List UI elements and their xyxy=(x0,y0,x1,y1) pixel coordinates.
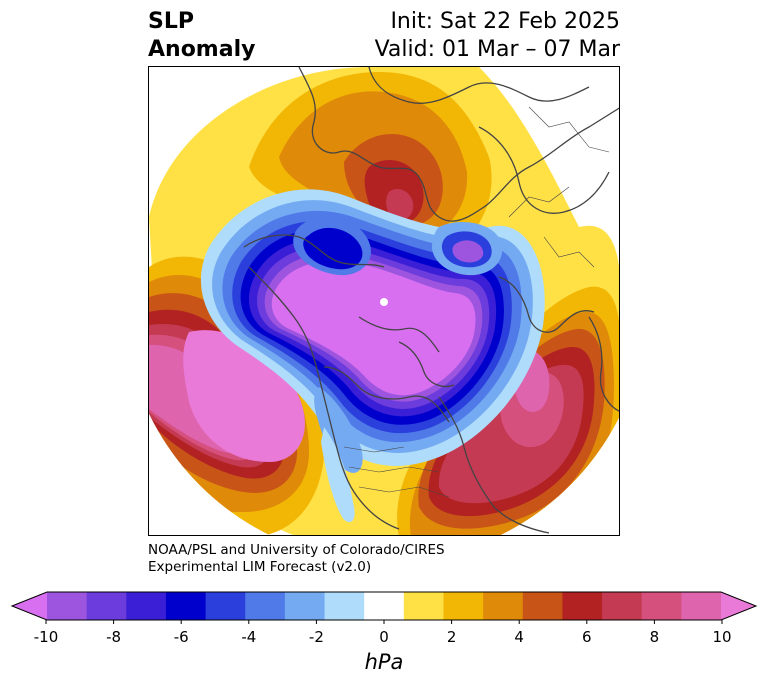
colorbar-segment xyxy=(47,592,88,620)
credit-line-1: NOAA/PSL and University of Colorado/CIRE… xyxy=(148,542,445,558)
init-date: Init: Sat 22 Feb 2025 xyxy=(390,9,620,34)
colorbar xyxy=(10,591,758,624)
colorbar-segment xyxy=(364,592,405,620)
title-line-2: Anomaly xyxy=(148,37,256,62)
plot-title: SLP Anomaly xyxy=(148,8,255,64)
map-panel xyxy=(148,66,620,536)
colorbar-tick-label: 10 xyxy=(712,628,732,646)
colorbar-tick-label: -6 xyxy=(173,628,189,646)
colorbar-segment xyxy=(681,592,722,620)
coastline-overlay xyxy=(243,67,619,534)
colorbar-segment xyxy=(403,592,444,620)
credit-line-2: Experimental LIM Forecast (v2.0) xyxy=(148,559,372,575)
colorbar-tick-label: -2 xyxy=(308,628,324,646)
valid-period: Valid: 01 Mar – 07 Mar xyxy=(374,37,620,62)
colorbar-tick-label: -10 xyxy=(33,628,59,646)
colorbar-tick-label: 2 xyxy=(446,628,457,646)
colorbar-segment xyxy=(443,592,484,620)
colorbar-outline xyxy=(10,591,758,621)
colorbar-segment xyxy=(284,592,326,620)
colorbar-units: hPa xyxy=(364,650,404,674)
north-pole-marker xyxy=(380,298,388,306)
colorbar-tick-label: 6 xyxy=(582,628,592,646)
colorbar-extend-min xyxy=(12,592,47,620)
slp-anomaly-map xyxy=(149,67,619,535)
colorbar-tick-label: -8 xyxy=(106,628,122,646)
colorbar-segment xyxy=(602,592,643,620)
colorbar-segment xyxy=(641,592,682,620)
forecast-dates: Init: Sat 22 Feb 2025 Valid: 01 Mar – 07… xyxy=(375,8,620,64)
colorbar-segment xyxy=(86,592,127,620)
title-line-1: SLP xyxy=(148,9,194,34)
colorbar-segment xyxy=(324,592,365,620)
colorbar-extend-max xyxy=(721,592,756,620)
colorbar-segment xyxy=(205,592,246,620)
colorbar-tick-label: 8 xyxy=(649,628,660,646)
colorbar-segment xyxy=(483,592,524,620)
colorbar-tick-label: 0 xyxy=(379,628,389,646)
colorbar-segment xyxy=(522,592,563,620)
colorbar-tick-label: 4 xyxy=(514,628,524,646)
colorbar-segment xyxy=(126,592,167,620)
data-credit: NOAA/PSL and University of Colorado/CIRE… xyxy=(148,542,445,576)
colorbar-segment xyxy=(165,592,207,620)
colorbar-tick-label: -4 xyxy=(241,628,257,646)
colorbar-segment xyxy=(562,592,603,620)
colorbar-segment xyxy=(245,592,286,620)
